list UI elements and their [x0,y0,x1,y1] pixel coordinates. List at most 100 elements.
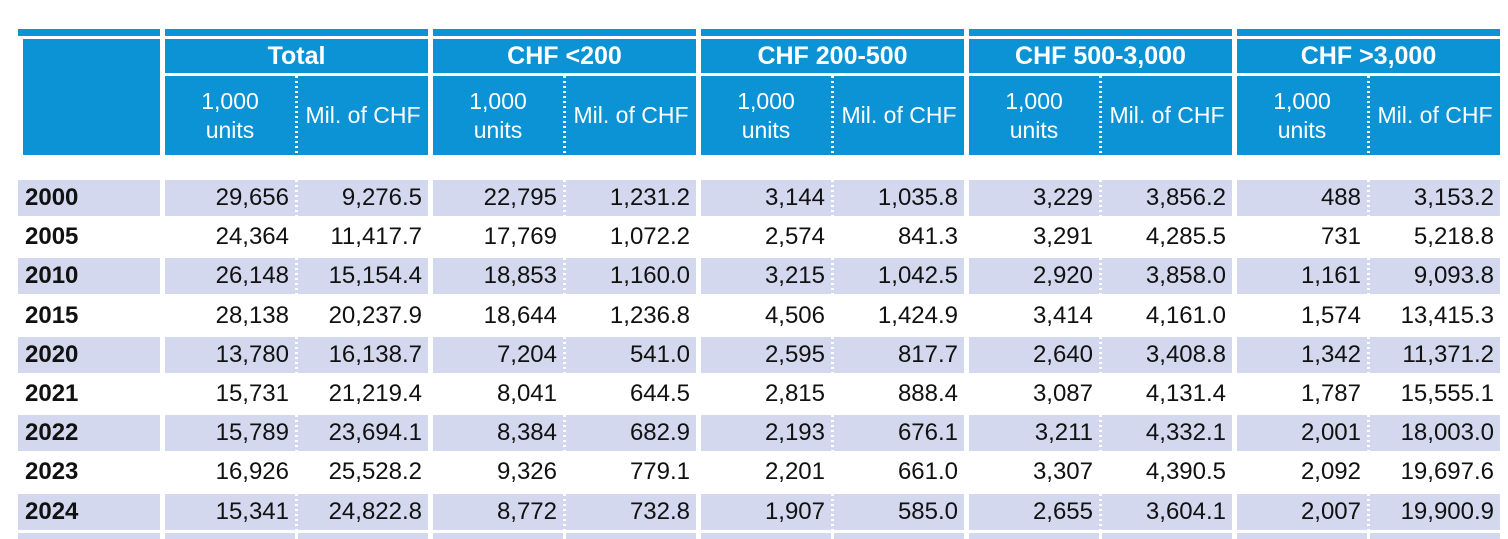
value-cell: 682.9 [566,415,696,452]
value-cell: 661.0 [897,458,958,486]
strip-segment [298,532,428,539]
column-gap [1232,258,1237,295]
column-gap [696,297,701,334]
header-group-total: Total 1,000 units Mil. of CHF [165,39,428,155]
column-gap [964,29,969,36]
column-gap [696,336,701,373]
value-cell: 1,907 [701,493,831,530]
dotted-divider [1367,532,1370,539]
value-cell: 15,555.1 [1400,379,1494,407]
column-gap [1232,454,1237,491]
column-gap [964,375,969,412]
table-row: 2021 15,731 21,219.4 8,041 644.5 2,815 888.4 3,… [18,375,1500,412]
column-gap [428,39,433,155]
strip-segment [969,29,1232,36]
dotted-divider [1367,415,1370,452]
column-gap [1232,39,1237,155]
dotted-divider [831,297,834,334]
value-cell: 13,780 [165,336,295,373]
column-gap [160,493,165,530]
column-gap [428,219,433,256]
dotted-divider [1367,219,1370,256]
value-cell: 732.8 [566,493,696,530]
header-group-chf-lt-200: CHF <200 1,000 units Mil. of CHF [433,39,696,155]
bottom-edge-strip [18,532,1500,539]
value-cell: 13,415.3 [1400,301,1494,329]
value-cell: 1,574 [1300,301,1361,329]
column-gap [1232,532,1237,539]
value-cell: 18,644 [483,301,557,329]
dotted-divider [563,76,566,155]
year-cell: 2010 [18,258,160,295]
dotted-divider [831,532,834,539]
strip-segment [969,532,1099,539]
value-cell: 3,307 [1032,458,1093,486]
column-gap [428,258,433,295]
value-cell: 4,506 [764,301,825,329]
strip-segment [433,532,563,539]
column-gap [160,454,165,491]
column-gap [696,29,701,36]
value-cell: 2,595 [701,336,831,373]
value-cell: 3,856.2 [1102,180,1232,216]
table-row: 2020 13,780 16,138.7 7,204 541.0 2,595 817.7 2,… [18,336,1500,373]
table-row: 2022 15,789 23,694.1 8,384 682.9 2,193 676.1 3,… [18,415,1500,452]
dotted-divider [1367,180,1370,216]
value-cell: 488 [1237,180,1367,216]
value-cell: 3,153.2 [1370,180,1500,216]
value-cell: 4,390.5 [1145,458,1226,486]
column-gap [696,219,701,256]
strip-segment [18,532,160,539]
strip-segment [165,29,428,36]
value-cell: 9,093.8 [1370,258,1500,295]
dotted-divider [295,219,298,256]
dotted-divider [1367,454,1370,491]
strip-segment [701,29,964,36]
value-cell: 23,694.1 [298,415,428,452]
value-cell: 585.0 [834,493,964,530]
subheader-row: 1,000 units Mil. of CHF [433,76,696,155]
column-gap [696,258,701,295]
value-cell: 4,285.5 [1145,223,1226,251]
year-cell: 2022 [18,415,160,452]
year-cell: 2005 [25,223,79,251]
dotted-divider [1099,336,1102,373]
column-gap [964,297,969,334]
value-cell: 676.1 [834,415,964,452]
column-gap [428,297,433,334]
value-cell: 2,574 [764,223,825,251]
dotted-divider [563,375,566,412]
column-gap [964,39,969,155]
column-gap [428,532,433,539]
strip-segment [566,532,696,539]
value-cell: 9,326 [496,458,557,486]
subheader-row: 1,000 units Mil. of CHF [1237,76,1500,155]
dotted-divider [295,493,298,530]
header-corner-cell [23,39,160,155]
subheader-row: 1,000 units Mil. of CHF [969,76,1232,155]
dotted-divider [831,180,834,216]
column-gap [964,258,969,295]
column-gap [160,258,165,295]
value-cell: 24,822.8 [298,493,428,530]
dotted-divider [563,454,566,491]
value-cell: 3,211 [969,415,1099,452]
dotted-divider [1099,375,1102,412]
column-gap [160,219,165,256]
top-edge-strip [18,29,1500,36]
strip-segment [1237,532,1367,539]
column-gap [964,493,969,530]
year-cell: 2000 [18,180,160,216]
dotted-divider [831,415,834,452]
dotted-divider [295,415,298,452]
value-cell: 3,414 [1032,301,1093,329]
value-cell: 2,001 [1237,415,1367,452]
value-cell: 20,237.9 [328,301,422,329]
value-cell: 9,276.5 [298,180,428,216]
subheader-row: 1,000 units Mil. of CHF [165,76,428,155]
table-wrap: Total 1,000 units Mil. of CHF CHF <200 1… [18,29,1500,539]
value-cell: 779.1 [629,458,690,486]
column-gap [160,375,165,412]
subheader-value-cell: Mil. of CHF [1370,76,1500,155]
